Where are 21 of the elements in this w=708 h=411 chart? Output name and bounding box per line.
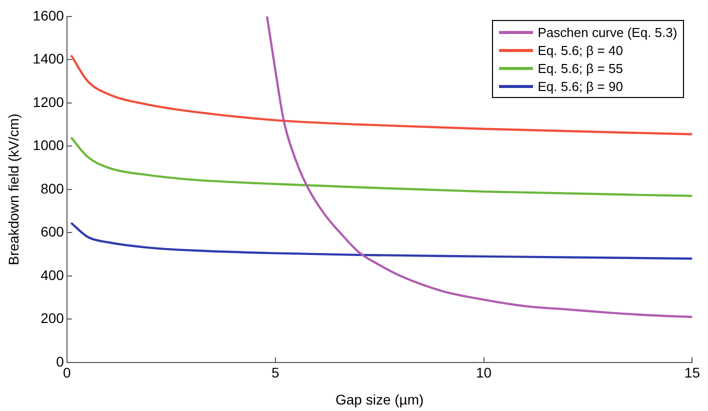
legend-label: Paschen curve (Eq. 5.3) (536, 24, 678, 42)
line-series (70, 136, 692, 197)
x-axis-title: Gap size (µm) (335, 391, 424, 408)
y-tick-label: 1400 (32, 50, 64, 67)
x-tick-label: 15 (684, 364, 700, 381)
legend-label: Eq. 5.6; β = 90 (536, 78, 624, 96)
x-tick-label: 5 (271, 364, 280, 381)
y-tick-label: 400 (40, 266, 64, 283)
y-tick-label: 1000 (32, 137, 64, 154)
y-tick-label: 1200 (32, 94, 64, 110)
y-tick-label: 600 (40, 224, 64, 240)
legend-label: Eq. 5.6; β = 40 (536, 42, 624, 60)
y-tick-label: 0 (56, 353, 64, 370)
line-series (266, 16, 692, 318)
y-tick-label: 1600 (32, 7, 64, 24)
y-tick-label: 200 (40, 310, 64, 326)
y-tick-label: 800 (40, 180, 64, 196)
legend-label: Eq. 5.6; β = 55 (536, 60, 624, 78)
y-axis-title: Breakdown field (kV/cm) (5, 114, 22, 266)
x-tick-label: 10 (476, 364, 492, 381)
line-series (70, 222, 692, 260)
